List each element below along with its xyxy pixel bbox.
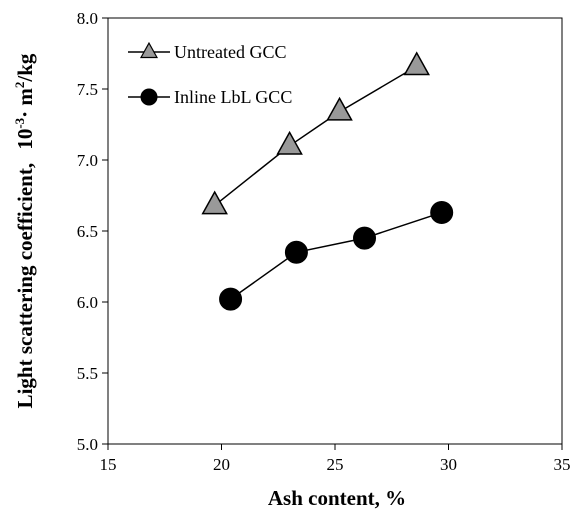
data-point-untreated-gcc [276,130,303,155]
data-point-inline-lbl-gcc [219,287,243,311]
data-point-inline-lbl-gcc [353,226,377,250]
x-tick-label: 35 [554,455,571,474]
y-tick-label: 6.0 [77,293,98,312]
y-tick-label: 5.5 [77,364,98,383]
series-layer [201,51,454,311]
x-tick-label: 15 [100,455,117,474]
plot-area [107,17,563,445]
x-tick-label: 30 [440,455,457,474]
x-axis-ticks: 15 20 25 30 35 [100,444,571,474]
legend-marker-inline-lbl-gcc [140,88,158,106]
x-axis-title: Ash content, % [268,486,406,510]
y-tick-label: 7.5 [77,80,98,99]
y-tick-label: 8.0 [77,9,98,28]
data-point-inline-lbl-gcc [284,240,308,264]
x-tick-label: 20 [213,455,230,474]
plot-frame [107,17,563,445]
data-point-untreated-gcc [403,51,430,76]
data-point-untreated-gcc [201,190,228,215]
data-point-untreated-gcc [326,96,353,121]
y-axis-ticks: 5.0 5.5 6.0 6.5 7.0 7.5 8.0 [77,9,108,454]
legend-label-inline-lbl-gcc: Inline LbL GCC [174,87,292,107]
y-axis-title: Light scattering coefficient, 10-3· m2/k… [12,53,37,408]
y-tick-label: 5.0 [77,435,98,454]
y-tick-label: 7.0 [77,151,98,170]
legend: Untreated GCC Inline LbL GCC [128,41,292,107]
legend-label-untreated-gcc: Untreated GCC [174,42,286,62]
series-line-inline-lbl-gcc [230,211,442,300]
series-line-untreated-gcc [214,65,418,207]
y-tick-label: 6.5 [77,222,98,241]
x-tick-label: 25 [327,455,344,474]
legend-marker-untreated-gcc [139,41,159,59]
data-point-inline-lbl-gcc [430,201,454,225]
